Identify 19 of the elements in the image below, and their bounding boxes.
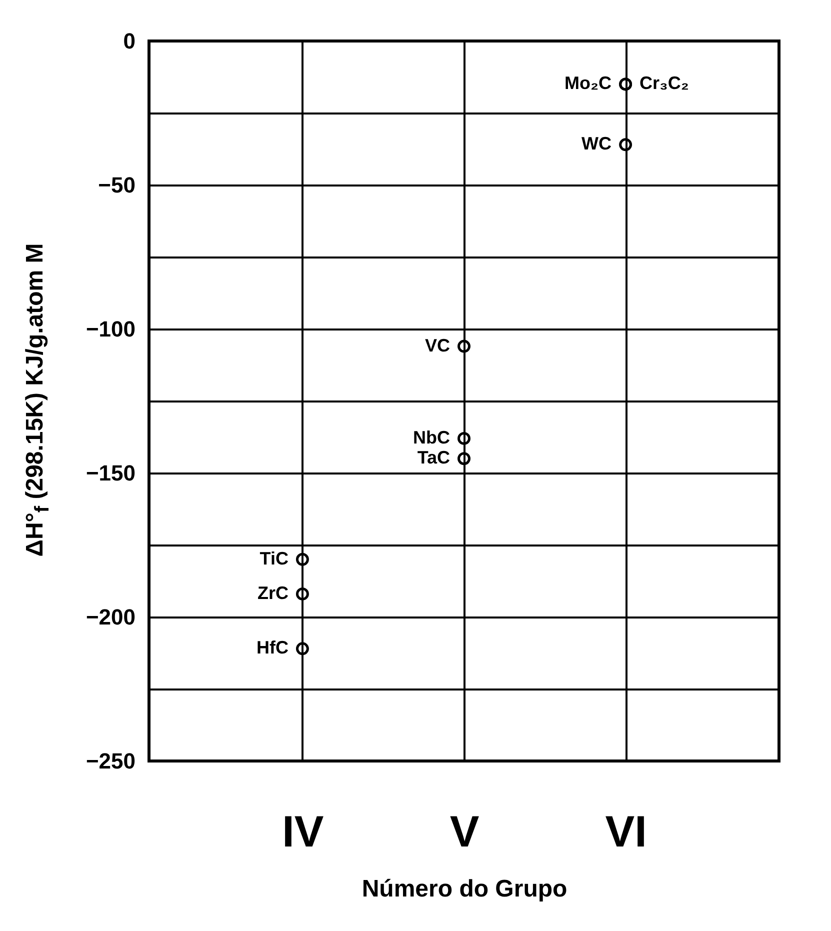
annotation: Mo₂C	[564, 73, 612, 94]
y-tick-label: −50	[98, 172, 136, 198]
annotation: Cr₃C₂	[640, 73, 689, 94]
annotation: NbC	[413, 427, 450, 448]
x-axis-title: Número do Grupo	[362, 876, 568, 902]
annotation: HfC	[256, 638, 288, 658]
annotation: TiC	[260, 548, 288, 568]
x-tick-label: VI	[605, 808, 647, 856]
annotation: VC	[424, 335, 450, 356]
y-tick-label: 0	[123, 28, 136, 54]
x-tick-label: IV	[282, 808, 324, 856]
annotation: TaC	[417, 448, 450, 468]
x-tick-label: V	[450, 808, 480, 856]
y-tick-label: −150	[86, 460, 136, 486]
y-tick-label: −250	[86, 748, 136, 774]
annotation: ZrC	[257, 582, 288, 603]
y-tick-label: −100	[86, 316, 136, 342]
y-tick-label: −200	[86, 604, 136, 630]
annotation: WC	[582, 134, 612, 154]
